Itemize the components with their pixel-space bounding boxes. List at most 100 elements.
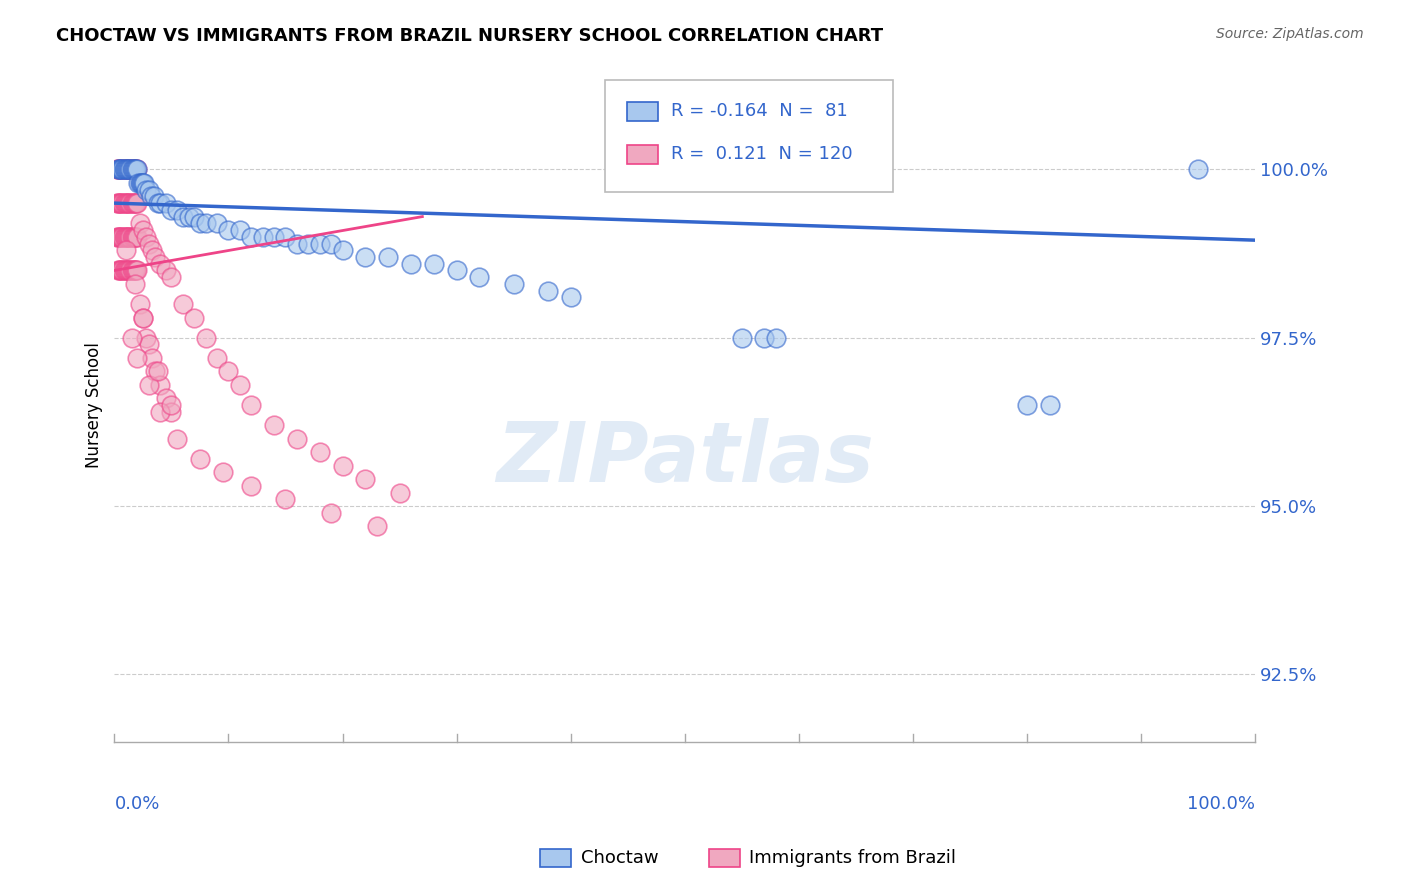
Point — [108, 229, 131, 244]
Point — [183, 210, 205, 224]
Point — [354, 472, 377, 486]
Point — [149, 196, 172, 211]
Text: CHOCTAW VS IMMIGRANTS FROM BRAZIL NURSERY SCHOOL CORRELATION CHART: CHOCTAW VS IMMIGRANTS FROM BRAZIL NURSER… — [56, 27, 883, 45]
Point — [160, 405, 183, 419]
Point — [366, 519, 388, 533]
Point — [240, 479, 263, 493]
Point — [146, 196, 169, 211]
Point — [319, 506, 342, 520]
Point — [110, 229, 132, 244]
Point — [149, 377, 172, 392]
Point — [120, 162, 142, 177]
Point — [121, 263, 143, 277]
Point — [1187, 162, 1209, 177]
Point — [468, 270, 491, 285]
Point — [124, 229, 146, 244]
Point — [205, 216, 228, 230]
Point — [166, 432, 188, 446]
Point — [114, 162, 136, 177]
Point — [124, 162, 146, 177]
Point — [114, 244, 136, 258]
Point — [188, 451, 211, 466]
Point — [211, 466, 233, 480]
Point — [115, 263, 138, 277]
Point — [120, 229, 142, 244]
Point — [125, 229, 148, 244]
Point — [118, 162, 141, 177]
Point — [121, 331, 143, 345]
Point — [114, 162, 136, 177]
Point — [122, 196, 145, 211]
Point — [114, 229, 136, 244]
Point — [127, 196, 149, 211]
Point — [121, 196, 143, 211]
Point — [128, 297, 150, 311]
Point — [111, 162, 134, 177]
Point — [121, 229, 143, 244]
Point — [125, 196, 148, 211]
Point — [121, 162, 143, 177]
Point — [1039, 398, 1062, 412]
Point — [117, 162, 139, 177]
Point — [105, 229, 128, 244]
Point — [107, 162, 129, 177]
Point — [502, 277, 524, 291]
Point — [108, 162, 131, 177]
Point — [105, 196, 128, 211]
Point — [117, 162, 139, 177]
Point — [115, 196, 138, 211]
Point — [229, 223, 252, 237]
Point — [135, 183, 157, 197]
Point — [108, 196, 131, 211]
Point — [122, 162, 145, 177]
Point — [160, 202, 183, 217]
Point — [377, 250, 399, 264]
Point — [112, 162, 135, 177]
Point — [114, 196, 136, 211]
Text: Source: ZipAtlas.com: Source: ZipAtlas.com — [1216, 27, 1364, 41]
Point — [138, 236, 160, 251]
Point — [110, 196, 132, 211]
Point — [121, 162, 143, 177]
Point — [117, 196, 139, 211]
Point — [108, 263, 131, 277]
Point — [114, 162, 136, 177]
Point — [131, 176, 153, 190]
Point — [138, 337, 160, 351]
Point — [108, 162, 131, 177]
Point — [274, 492, 297, 507]
Text: R = -0.164  N =  81: R = -0.164 N = 81 — [671, 103, 848, 120]
Point — [183, 310, 205, 325]
Point — [118, 196, 141, 211]
Point — [138, 377, 160, 392]
Point — [155, 263, 177, 277]
Point — [112, 229, 135, 244]
Point — [121, 162, 143, 177]
Point — [149, 405, 172, 419]
Point — [118, 229, 141, 244]
Point — [139, 189, 162, 203]
Point — [149, 257, 172, 271]
Point — [115, 229, 138, 244]
Point — [308, 445, 330, 459]
Point — [108, 162, 131, 177]
Point — [166, 202, 188, 217]
Point — [145, 364, 167, 378]
Point — [446, 263, 468, 277]
Point — [135, 229, 157, 244]
Point — [354, 250, 377, 264]
Point — [145, 250, 167, 264]
Point — [120, 263, 142, 277]
Point — [537, 284, 560, 298]
Point — [274, 229, 297, 244]
Point — [132, 176, 155, 190]
Text: Immigrants from Brazil: Immigrants from Brazil — [749, 849, 956, 867]
Point — [422, 257, 444, 271]
Point — [127, 162, 149, 177]
Point — [114, 196, 136, 211]
Point — [240, 398, 263, 412]
Point — [188, 216, 211, 230]
Point — [125, 162, 148, 177]
Point — [112, 162, 135, 177]
Point — [117, 263, 139, 277]
